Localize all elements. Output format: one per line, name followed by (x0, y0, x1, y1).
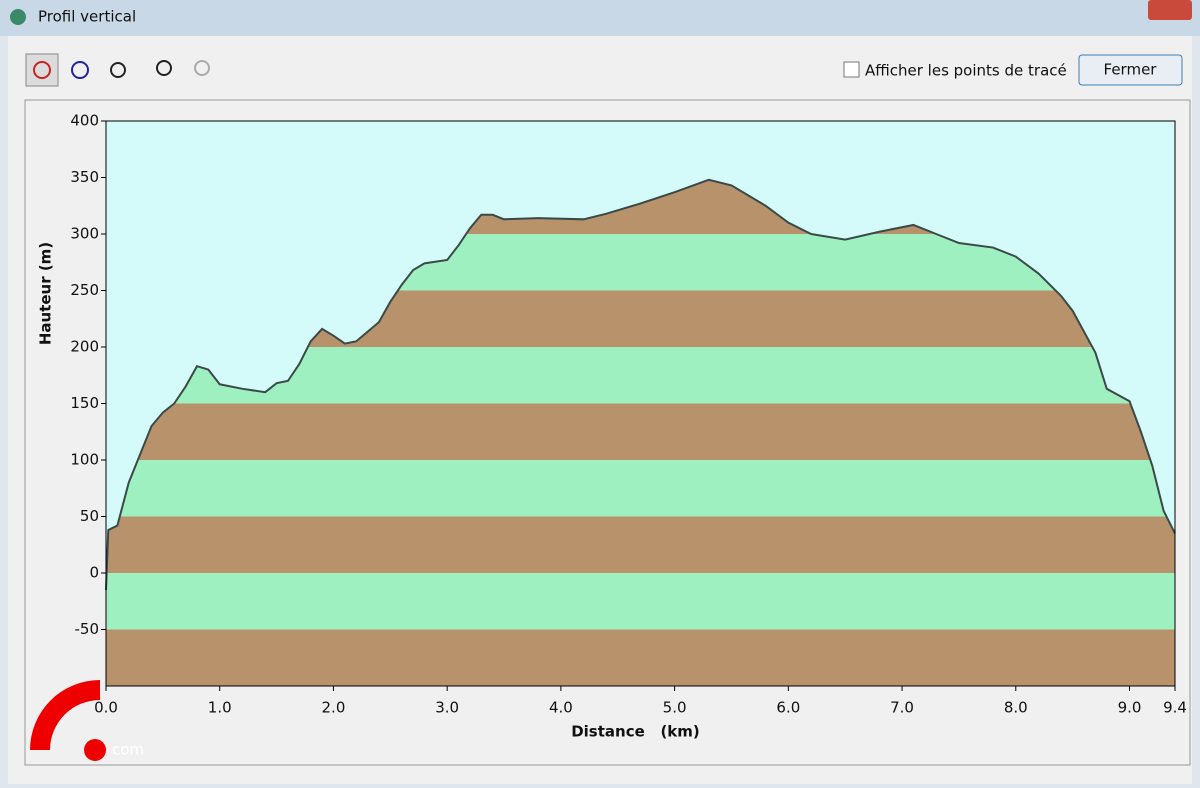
y-tick-label: 100 (70, 451, 99, 469)
tool-icon (33, 61, 51, 79)
x-tick-label: 6.0 (776, 699, 800, 717)
close-x[interactable] (1148, 0, 1192, 20)
elevation-band (106, 516, 1175, 573)
watermark-dot (84, 739, 106, 761)
elevation-band (106, 460, 1175, 517)
x-tick-label: 4.0 (549, 699, 573, 717)
y-tick-label: 50 (80, 507, 99, 525)
x-axis-label: Distance (km) (571, 723, 700, 741)
profile-line (105, 178, 1176, 590)
app-icon (10, 9, 26, 25)
x-tick-label: 1.0 (208, 699, 232, 717)
window-title: Profil vertical (38, 8, 136, 26)
tool-zoom-out[interactable] (194, 60, 210, 76)
close-button-label[interactable]: Fermer (1104, 61, 1158, 79)
tool-crosshair-red[interactable] (25, 53, 59, 87)
chart: -50 0 50 100 150 200 250 300 350 400 0.0 1.0 2.0 3.0 4… (37, 112, 1187, 741)
y-tick-label: 200 (70, 338, 99, 356)
y-tick-label: -50 (75, 620, 100, 638)
y-tick-label: 250 (70, 281, 99, 299)
y-tick-label: 0 (89, 564, 99, 582)
watermark-text: com (112, 741, 144, 759)
elevation-band (106, 573, 1175, 630)
y-tick-label: 300 (70, 225, 99, 243)
x-tick-label: 9.4 (1163, 699, 1187, 717)
x-tick-label: 9.0 (1118, 699, 1142, 717)
y-tick-label: 400 (70, 112, 99, 130)
tool-crosshair-blue[interactable] (71, 61, 89, 79)
elevation-band (106, 403, 1175, 460)
y-tick-label: 350 (70, 168, 99, 186)
y-axis-label: Hauteur (m) (37, 242, 55, 345)
tool-zoom-in[interactable] (156, 60, 172, 76)
checkbox-label[interactable]: Afficher les points de tracé (865, 62, 1067, 80)
y-tick-label: 150 (70, 394, 99, 412)
x-tick-label: 0.0 (94, 699, 118, 717)
x-tick-label: 8.0 (1004, 699, 1028, 717)
close-button[interactable] (1078, 54, 1183, 86)
x-tick-label: 2.0 (322, 699, 346, 717)
tool-zoom-box[interactable] (110, 62, 126, 78)
elevation-band (106, 629, 1175, 686)
x-tick-label: 5.0 (663, 699, 687, 717)
title-bar (0, 0, 1200, 36)
x-tick-label: 7.0 (890, 699, 914, 717)
checkbox[interactable] (843, 61, 860, 78)
watermark-logo (30, 680, 100, 750)
x-tick-label: 3.0 (435, 699, 459, 717)
